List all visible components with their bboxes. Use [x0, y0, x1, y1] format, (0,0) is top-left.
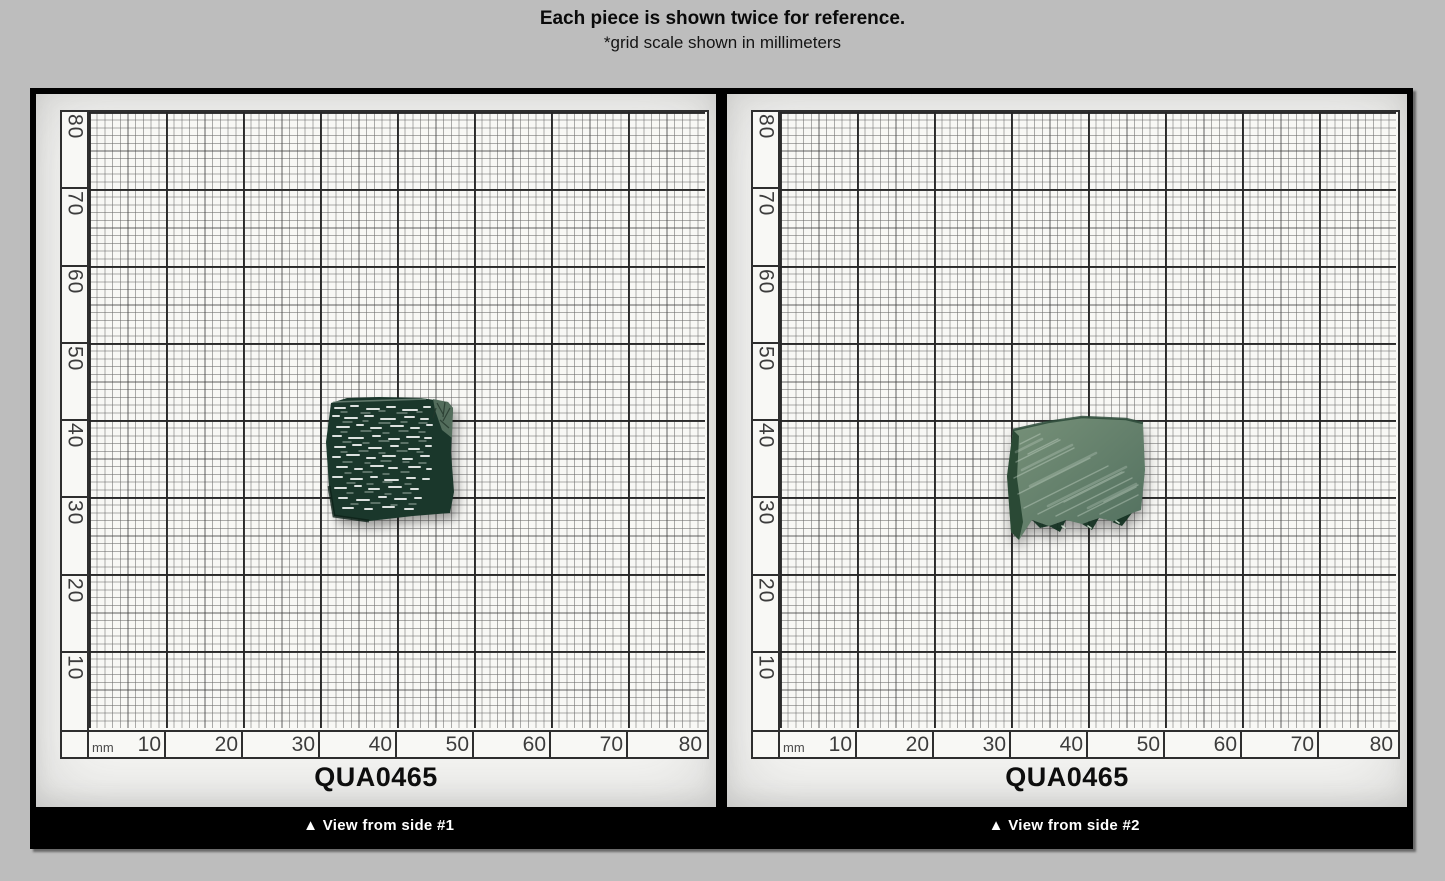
y-tick: 70	[754, 191, 778, 217]
photo-side-1: 80 70 60 50 40 30 20 10 mm 10	[36, 94, 716, 807]
panel-side-2: 80 70 60 50 40 30 20 10 mm 10	[727, 94, 1407, 807]
caption-bar: ▲ View from side #1 ▲ View from side #2	[36, 807, 1407, 843]
panels-row: 80 70 60 50 40 30 20 10 mm 10	[36, 94, 1407, 807]
x-tick: 60	[522, 733, 546, 756]
panel-divider	[716, 94, 727, 807]
y-ruler-2: 80 70 60 50 40 30 20 10	[753, 112, 780, 730]
view-label-side-1: ▲ View from side #1	[303, 816, 455, 834]
y-tick: 30	[63, 500, 87, 526]
specimen-bevel	[433, 399, 453, 438]
page-title: Each piece is shown twice for reference.	[539, 8, 906, 29]
x-tick: 30	[291, 733, 315, 756]
photo-side-2: 80 70 60 50 40 30 20 10 mm 10	[727, 94, 1407, 807]
y-tick: 80	[754, 114, 778, 140]
y-tick: 50	[63, 345, 87, 372]
y-tick: 50	[754, 345, 778, 372]
specimen-gloss-streaks	[332, 405, 433, 510]
unit-label: mm	[783, 740, 805, 755]
y-tick: 70	[63, 191, 87, 217]
x-tick: 80	[678, 733, 702, 756]
unit-label: mm	[92, 740, 114, 755]
specimen-left-edge	[1007, 430, 1023, 540]
x-ruler-2: mm 10 20 30 40 50 60 70 80	[753, 730, 1398, 757]
y-tick: 20	[754, 577, 778, 603]
x-tick: 80	[1369, 733, 1393, 756]
specimen-side-2	[1007, 415, 1145, 540]
x-tick: 30	[982, 733, 1006, 756]
y-tick: 60	[754, 268, 778, 294]
x-tick: 20	[214, 733, 238, 756]
panel-side-1: 80 70 60 50 40 30 20 10 mm 10	[36, 94, 716, 807]
page-header: Each piece is shown twice for reference.…	[0, 0, 1445, 53]
y-tick: 10	[754, 654, 778, 681]
y-tick: 40	[754, 423, 778, 449]
ruler-corner	[62, 732, 89, 757]
x-tick: 20	[905, 733, 929, 756]
specimen-id-label: QUA0465	[314, 762, 438, 792]
x-tick: 70	[1290, 733, 1314, 756]
y-tick: 20	[63, 577, 87, 603]
ruler-corner	[753, 732, 780, 757]
y-tick: 80	[63, 114, 87, 140]
y-tick: 30	[754, 500, 778, 526]
x-ruler-1: mm 10 20 30 40 50 60 70 80	[62, 730, 707, 757]
x-tick: 50	[1136, 733, 1160, 756]
specimen-id-label: QUA0465	[1005, 762, 1129, 792]
specimen-body	[326, 397, 454, 521]
reference-photo-frame: 80 70 60 50 40 30 20 10 mm 10	[30, 88, 1413, 849]
specimen-saw-marks	[1013, 433, 1139, 517]
x-tick: 70	[599, 733, 623, 756]
specimen-side-1	[326, 397, 454, 523]
x-tick: 50	[445, 733, 469, 756]
view-label-side-2: ▲ View from side #2	[988, 816, 1140, 834]
y-ruler-1: 80 70 60 50 40 30 20 10	[62, 112, 89, 730]
y-tick: 40	[63, 423, 87, 449]
x-tick: 10	[137, 733, 161, 756]
x-tick: 40	[1059, 733, 1083, 756]
x-tick: 40	[368, 733, 392, 756]
y-tick: 60	[63, 268, 87, 294]
x-tick: 10	[828, 733, 852, 756]
y-tick: 10	[63, 654, 87, 681]
mm-grid-2	[780, 112, 1396, 728]
page-subtitle: *grid scale shown in millimeters	[603, 32, 842, 52]
x-tick: 60	[1213, 733, 1237, 756]
specimen-body	[1007, 417, 1145, 540]
specimen-bottom-chips	[1032, 513, 1132, 532]
